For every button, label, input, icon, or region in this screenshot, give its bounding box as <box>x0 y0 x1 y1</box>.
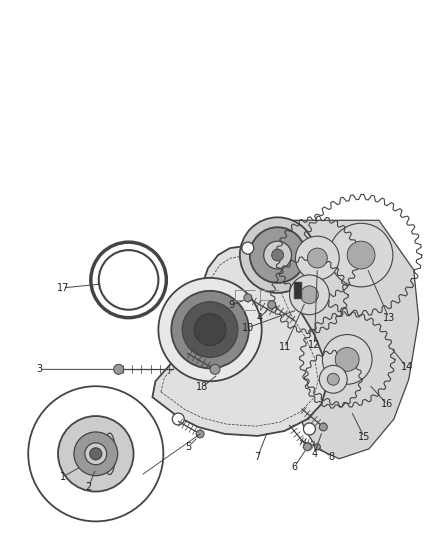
Circle shape <box>74 432 118 475</box>
Circle shape <box>300 286 318 304</box>
Circle shape <box>244 294 252 302</box>
Circle shape <box>264 241 292 269</box>
Circle shape <box>242 242 254 254</box>
Circle shape <box>335 348 359 372</box>
Circle shape <box>114 365 124 374</box>
Circle shape <box>319 365 347 393</box>
Polygon shape <box>285 220 419 459</box>
Circle shape <box>58 416 134 491</box>
Text: 12: 12 <box>308 340 321 350</box>
Circle shape <box>301 294 314 306</box>
Text: 10: 10 <box>242 322 254 333</box>
Circle shape <box>290 275 329 314</box>
Circle shape <box>194 314 226 345</box>
Circle shape <box>327 373 339 385</box>
Circle shape <box>182 302 238 358</box>
Circle shape <box>296 236 339 280</box>
Text: 2: 2 <box>86 482 92 491</box>
Circle shape <box>210 365 220 374</box>
Text: 13: 13 <box>383 313 395 322</box>
Text: 15: 15 <box>358 432 370 442</box>
Text: 4: 4 <box>311 449 318 459</box>
Text: 8: 8 <box>328 452 334 462</box>
Text: 4: 4 <box>257 313 263 322</box>
Text: 3: 3 <box>36 365 42 374</box>
Text: 16: 16 <box>381 399 393 409</box>
Text: 7: 7 <box>254 452 261 462</box>
Circle shape <box>85 443 107 465</box>
Circle shape <box>172 413 184 425</box>
Circle shape <box>272 249 283 261</box>
Text: 11: 11 <box>279 343 291 352</box>
Text: 6: 6 <box>291 462 297 472</box>
Text: 5: 5 <box>185 442 191 452</box>
Circle shape <box>159 278 262 381</box>
Circle shape <box>171 291 249 368</box>
Circle shape <box>307 248 327 268</box>
Circle shape <box>240 217 315 293</box>
Circle shape <box>319 423 327 431</box>
Circle shape <box>196 430 204 438</box>
Text: 1: 1 <box>60 472 66 482</box>
Circle shape <box>250 227 305 283</box>
Polygon shape <box>152 246 327 436</box>
Circle shape <box>322 335 372 384</box>
Text: 18: 18 <box>196 382 208 392</box>
Text: 14: 14 <box>401 362 413 373</box>
Circle shape <box>268 301 276 309</box>
Circle shape <box>314 444 320 450</box>
Circle shape <box>304 423 315 435</box>
Circle shape <box>90 448 102 460</box>
Text: 17: 17 <box>57 283 69 293</box>
Circle shape <box>347 241 375 269</box>
Text: 9: 9 <box>229 300 235 310</box>
Polygon shape <box>293 282 301 298</box>
Circle shape <box>329 223 393 287</box>
Circle shape <box>304 443 311 451</box>
